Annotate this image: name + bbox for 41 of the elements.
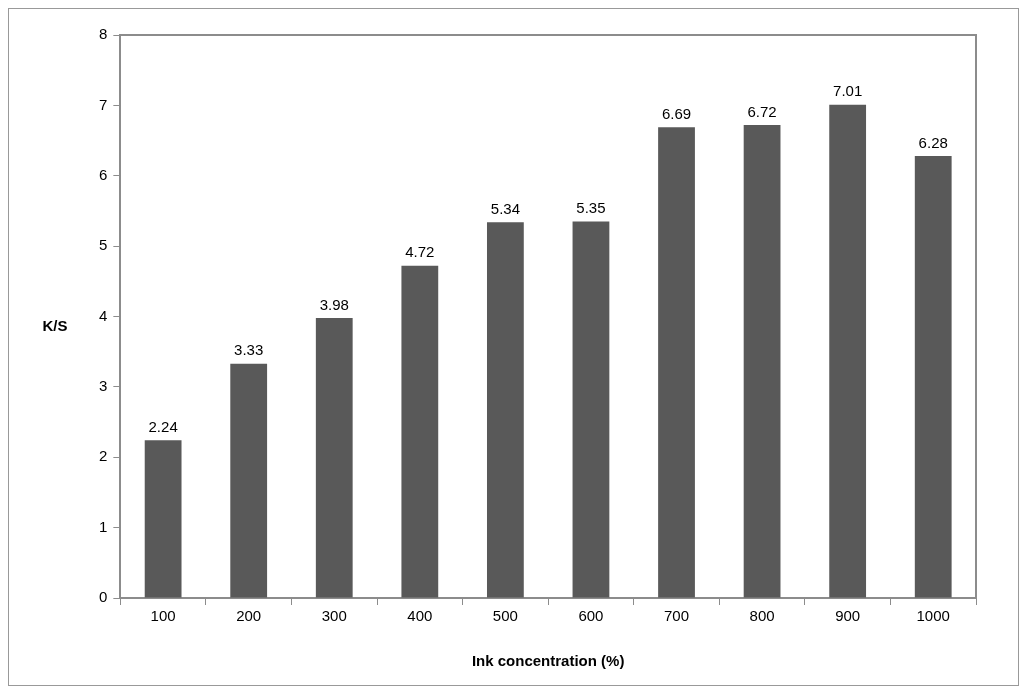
bar <box>572 221 610 598</box>
x-tick-label: 900 <box>835 607 861 625</box>
data-label: 2.24 <box>148 418 178 435</box>
bar <box>829 104 867 598</box>
data-label: 5.35 <box>576 199 606 217</box>
x-tick-label: 400 <box>407 607 433 625</box>
x-tick-label: 1000 <box>916 607 950 625</box>
x-tick-label: 600 <box>578 607 604 625</box>
y-axis-title: K/S <box>42 316 68 334</box>
y-tick-label: 7 <box>99 95 108 113</box>
bar <box>743 125 781 598</box>
y-tick-label: 2 <box>99 447 108 465</box>
bar <box>144 440 182 598</box>
y-tick-label: 3 <box>99 377 108 395</box>
data-label: 6.72 <box>747 102 777 120</box>
bar <box>486 222 524 598</box>
bar <box>230 363 268 598</box>
y-tick-label: 1 <box>99 517 108 535</box>
data-label: 3.98 <box>319 295 349 313</box>
x-tick-label: 700 <box>664 607 690 625</box>
y-tick-label: 5 <box>99 236 108 254</box>
x-tick-label: 800 <box>749 607 775 625</box>
x-tick-label: 500 <box>492 607 518 625</box>
y-tick-label: 6 <box>99 165 108 183</box>
y-tick-label: 0 <box>99 588 108 606</box>
data-label: 6.69 <box>661 104 692 122</box>
data-label: 5.34 <box>490 199 520 217</box>
x-axis-title: Ink concentration (%) <box>471 652 625 670</box>
bar <box>401 265 439 598</box>
y-tick-label: 8 <box>99 25 108 43</box>
bar <box>658 127 695 598</box>
x-tick-label: 300 <box>321 607 347 625</box>
bar <box>315 317 353 598</box>
data-label: 3.33 <box>234 341 264 359</box>
x-tick-label: 100 <box>150 607 176 625</box>
y-tick-label: 4 <box>99 306 108 324</box>
data-label: 4.72 <box>405 243 435 261</box>
x-tick-label: 200 <box>236 607 262 625</box>
data-label: 6.28 <box>918 133 948 151</box>
bar <box>914 156 952 598</box>
data-label: 7.01 <box>833 82 863 100</box>
